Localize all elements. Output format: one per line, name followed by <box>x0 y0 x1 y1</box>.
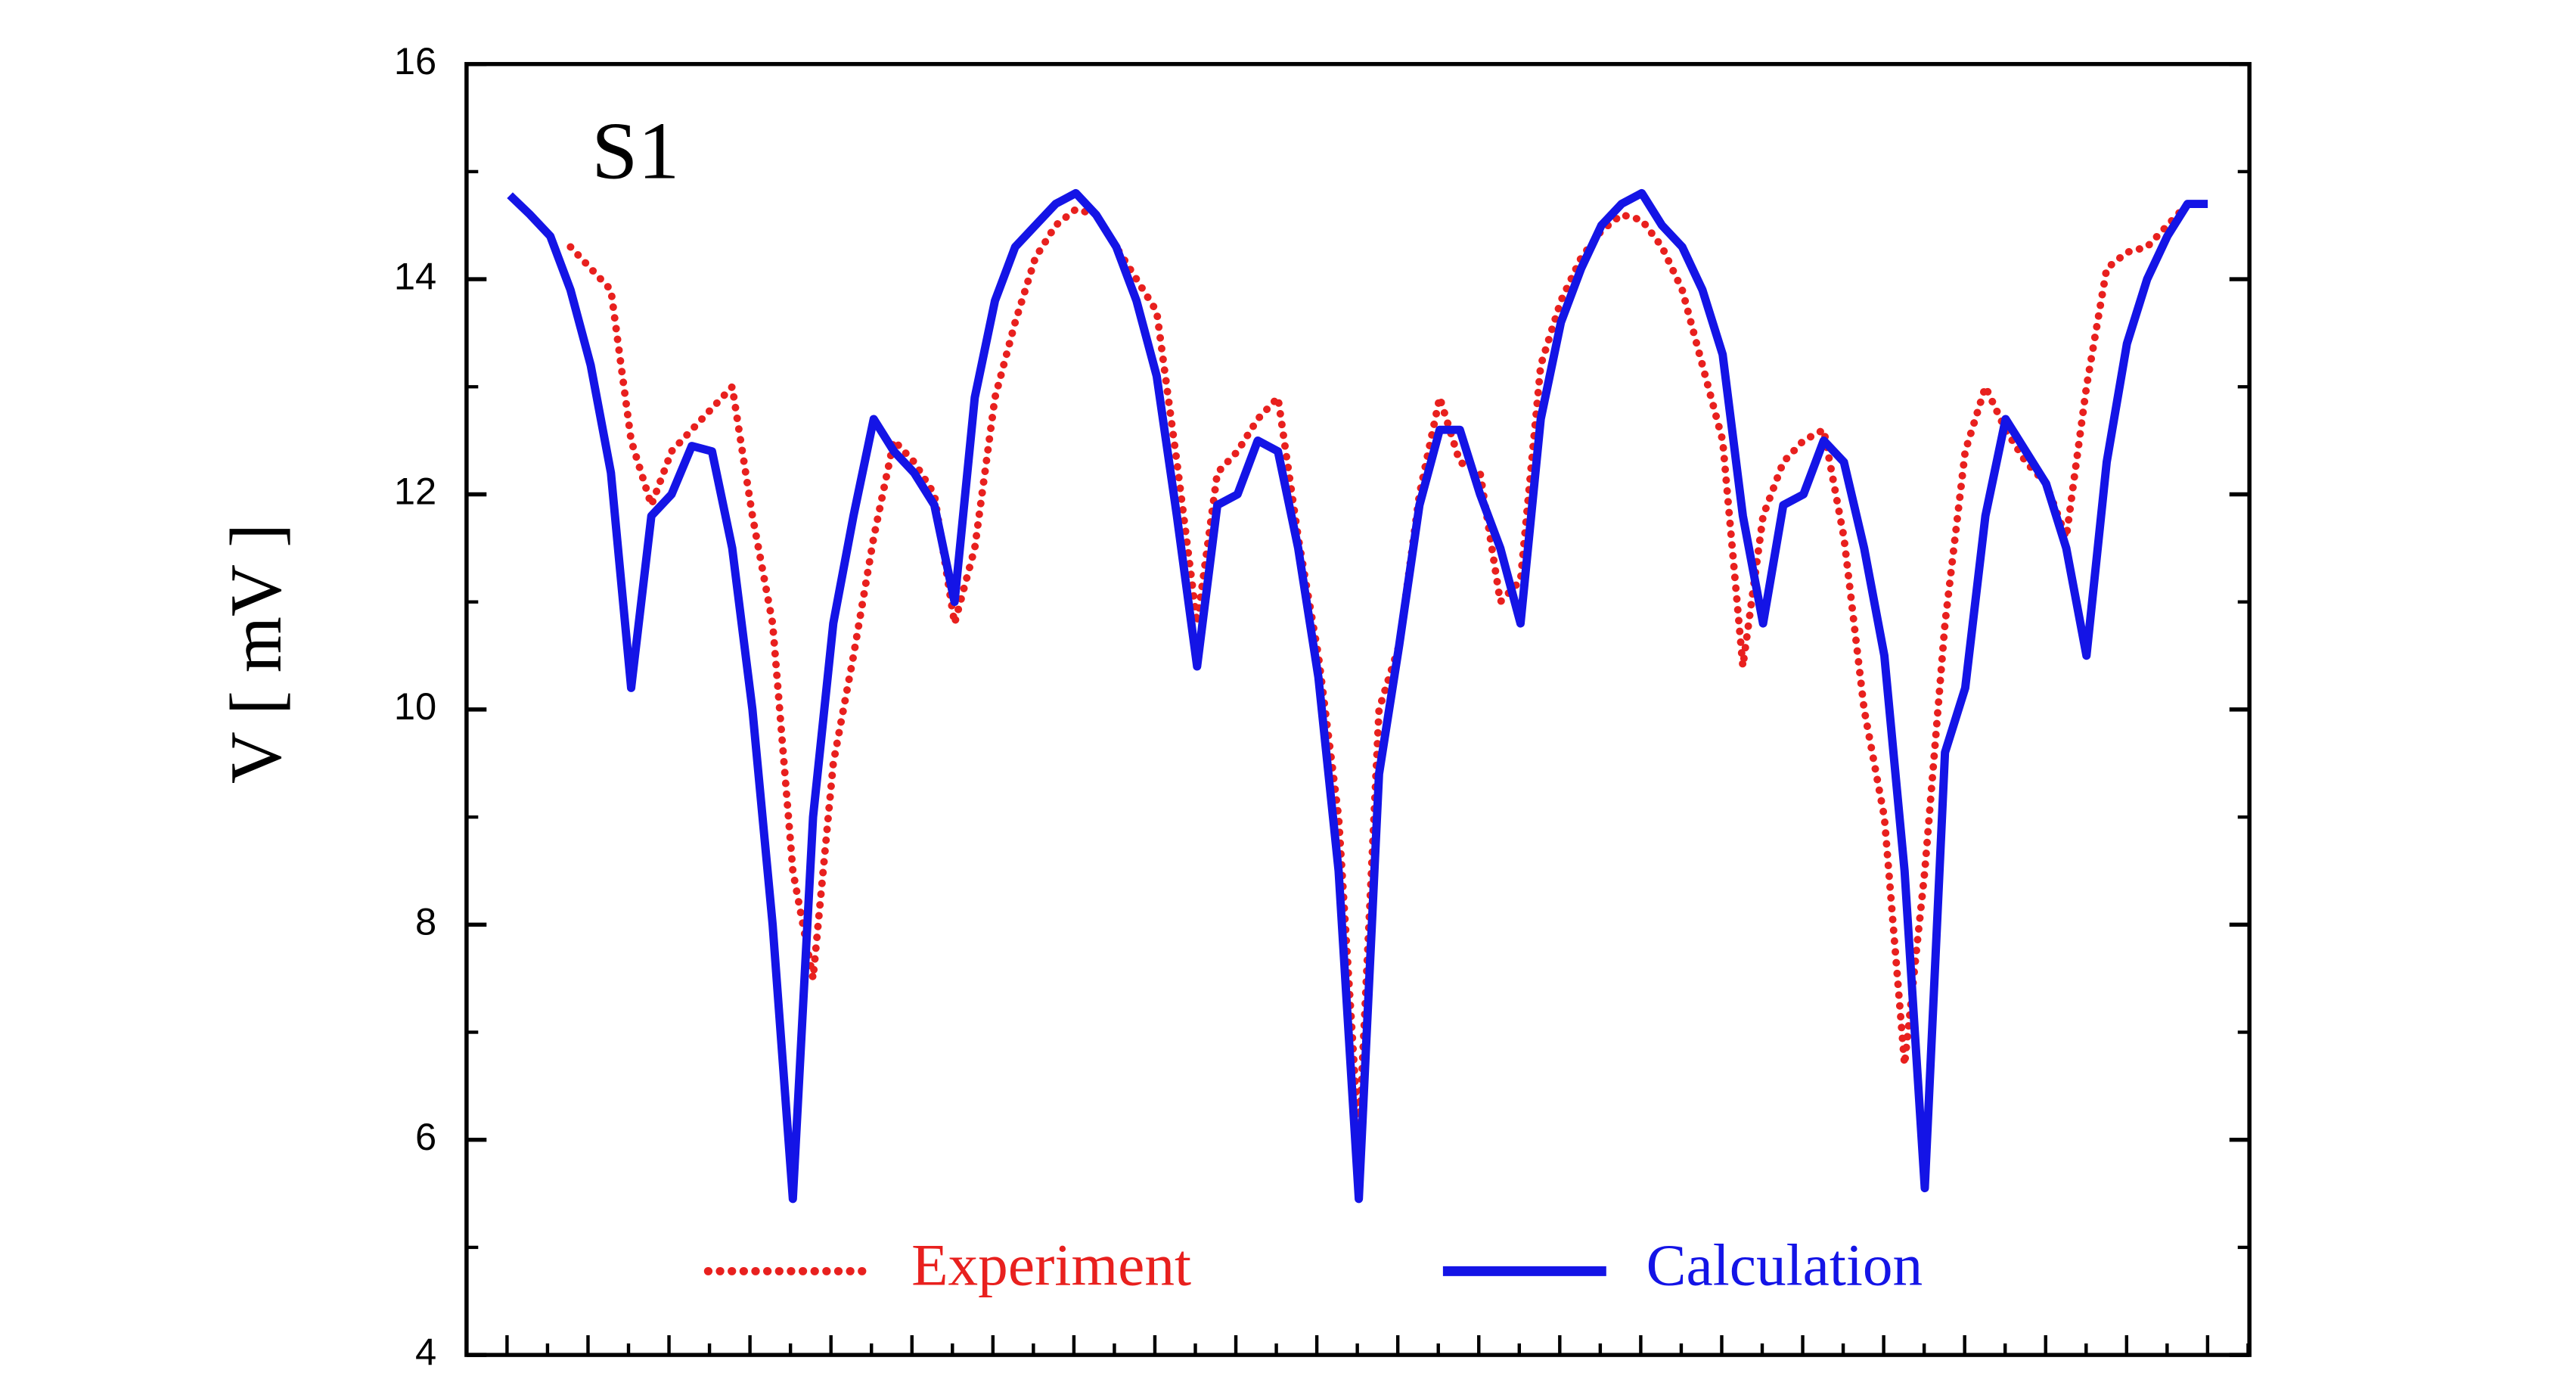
y-tick-label: 12 <box>394 470 436 513</box>
y-tick-label: 16 <box>394 39 436 82</box>
y-tick-label: 6 <box>415 1115 436 1158</box>
legend-label: Experiment <box>911 1233 1191 1298</box>
line-series <box>566 200 2192 1144</box>
line-series <box>507 188 2208 1204</box>
y-tick-label: 8 <box>415 900 436 943</box>
y-axis-label: V [ mV ] <box>215 523 296 784</box>
annotation: S1 <box>591 105 679 196</box>
y-tick-label: 10 <box>394 685 436 728</box>
y-tick-label: 4 <box>415 1331 436 1373</box>
legend-label: Calculation <box>1646 1233 1923 1298</box>
y-tick-label: 14 <box>394 255 436 298</box>
